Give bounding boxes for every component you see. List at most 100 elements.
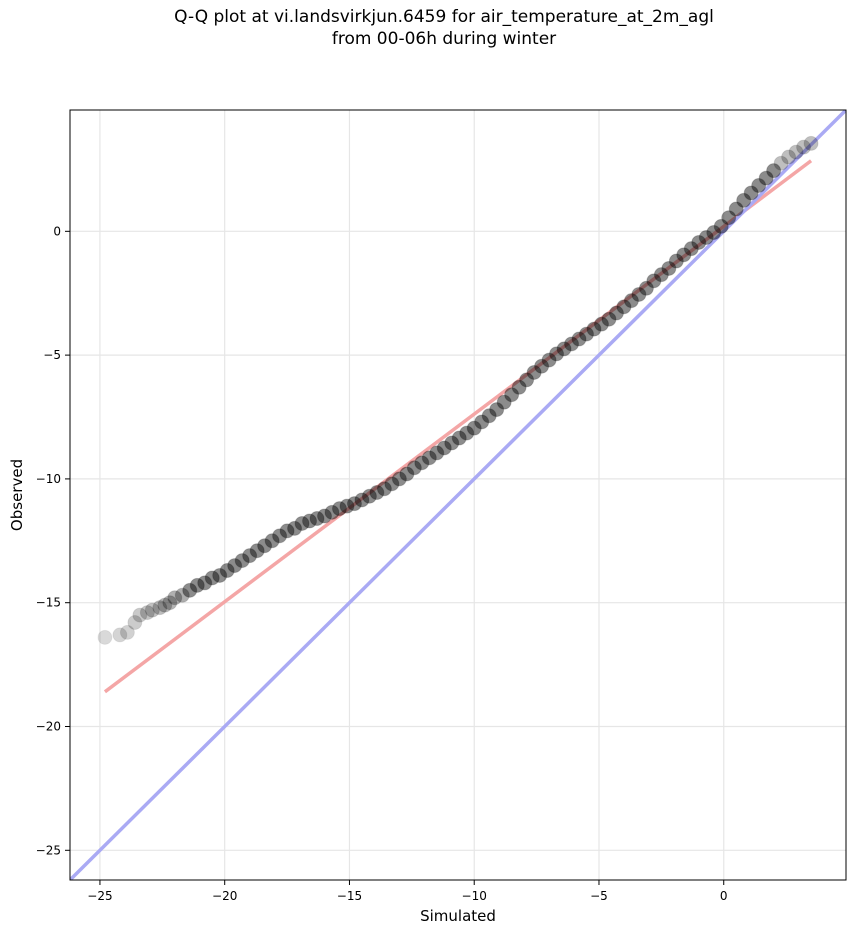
qq-point: [668, 253, 684, 269]
qq-point: [324, 504, 340, 520]
qq-point: [653, 267, 669, 283]
qq-point: [302, 513, 318, 529]
qq-point: [474, 414, 490, 430]
qq-point: [534, 358, 550, 374]
chart-title: Q-Q plot at vi.landsvirkjun.6459 for air…: [174, 7, 714, 49]
qq-point: [489, 402, 505, 418]
qq-point: [601, 311, 617, 327]
y-tick-label: −25: [36, 843, 61, 857]
qq-point: [751, 178, 767, 194]
x-axis-label: Simulated: [420, 907, 496, 925]
qq-point: [496, 394, 512, 410]
qq-point: [549, 346, 565, 362]
qq-point: [564, 336, 580, 352]
qq-point: [399, 466, 415, 482]
y-tick-label: −20: [36, 719, 61, 733]
qq-point: [429, 445, 445, 461]
qq-point: [713, 218, 729, 234]
qq-point: [511, 379, 527, 395]
y-tick-label: 0: [53, 224, 61, 238]
qq-point: [279, 523, 295, 539]
y-axis-label: Observed: [8, 459, 26, 531]
qq-point: [631, 286, 647, 302]
qq-point: [234, 553, 250, 569]
qq-point: [661, 260, 677, 276]
qq-point: [436, 440, 452, 456]
qq-point: [339, 498, 355, 514]
qq-point: [466, 420, 482, 436]
qq-point: [721, 210, 737, 226]
qq-point: [579, 326, 595, 342]
x-tick-label: −20: [212, 889, 237, 903]
qq-point: [459, 425, 475, 441]
qq-point: [781, 149, 797, 165]
qq-point: [451, 430, 467, 446]
qq-point: [406, 460, 422, 476]
y-tick-label: −10: [36, 472, 61, 486]
qq-point: [541, 352, 557, 368]
qq-point: [139, 605, 155, 621]
qq-point: [272, 528, 288, 544]
plot-frame: [69, 109, 847, 881]
qq-point: [788, 144, 804, 160]
qq-point: [182, 582, 198, 598]
qq-point: [152, 600, 168, 616]
plot-area: [70, 110, 846, 880]
x-tick-label: −10: [462, 889, 487, 903]
qq-point: [287, 520, 303, 536]
qq-point: [766, 163, 782, 179]
qq-point: [189, 577, 205, 593]
qq-points: [97, 135, 819, 645]
qq-point: [758, 170, 774, 186]
x-tick-label: 0: [720, 889, 728, 903]
qq-point: [504, 387, 520, 403]
qq-point: [414, 455, 430, 471]
qq-point: [119, 624, 135, 640]
qq-point: [698, 230, 714, 246]
qq-point: [157, 597, 173, 613]
qq-point: [167, 590, 183, 606]
x-tick-label: −5: [590, 889, 608, 903]
qq-point: [257, 538, 273, 554]
y-tick-label: −15: [36, 596, 61, 610]
qq-point: [384, 476, 400, 492]
qq-point: [346, 496, 362, 512]
qq-point: [773, 155, 789, 171]
qq-point: [571, 331, 587, 347]
qq-point: [391, 471, 407, 487]
qq-point: [354, 492, 370, 508]
qq-point: [309, 511, 325, 527]
qq-point: [743, 185, 759, 201]
qq-point: [249, 543, 265, 559]
qq-point: [803, 135, 819, 151]
reference-lines: [70, 110, 846, 880]
qq-point: [796, 139, 812, 155]
qq-point: [227, 558, 243, 574]
qq-point: [691, 234, 707, 250]
qq-point: [369, 485, 385, 501]
qq-point: [676, 247, 692, 263]
qq-point: [331, 501, 347, 517]
qq-point: [197, 575, 213, 591]
qq-point: [706, 225, 722, 241]
qq-point: [132, 607, 148, 623]
qq-point: [444, 435, 460, 451]
identity-line: [70, 110, 846, 880]
qq-point: [127, 615, 143, 631]
qq-point: [586, 321, 602, 337]
qq-point: [112, 627, 128, 643]
qq-point: [728, 201, 744, 217]
qq-point: [174, 587, 190, 603]
y-axis-ticks: −25 −20 −15 −10 −5 0: [36, 224, 70, 857]
x-axis-ticks: −25 −20 −15 −10 −5 0: [87, 880, 728, 903]
qq-point: [204, 570, 220, 586]
qq-point: [317, 508, 333, 524]
qq-point: [646, 273, 662, 289]
qq-point: [162, 595, 178, 611]
qq-point: [361, 488, 377, 504]
qq-point: [608, 305, 624, 321]
qq-point: [519, 372, 535, 388]
qq-point: [242, 548, 258, 564]
qq-point: [212, 567, 228, 583]
